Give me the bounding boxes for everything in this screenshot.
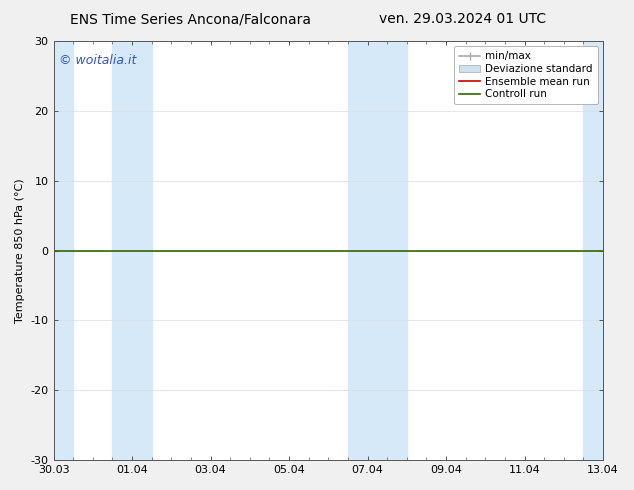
- Bar: [348, 41, 407, 460]
- Bar: [112, 41, 152, 460]
- Y-axis label: Temperature 850 hPa (°C): Temperature 850 hPa (°C): [15, 178, 25, 323]
- Bar: [53, 41, 73, 460]
- Bar: [583, 41, 603, 460]
- Text: © woitalia.it: © woitalia.it: [59, 53, 136, 67]
- Text: ven. 29.03.2024 01 UTC: ven. 29.03.2024 01 UTC: [379, 12, 547, 26]
- Legend: min/max, Deviazione standard, Ensemble mean run, Controll run: min/max, Deviazione standard, Ensemble m…: [454, 46, 598, 104]
- Text: ENS Time Series Ancona/Falconara: ENS Time Series Ancona/Falconara: [70, 12, 311, 26]
